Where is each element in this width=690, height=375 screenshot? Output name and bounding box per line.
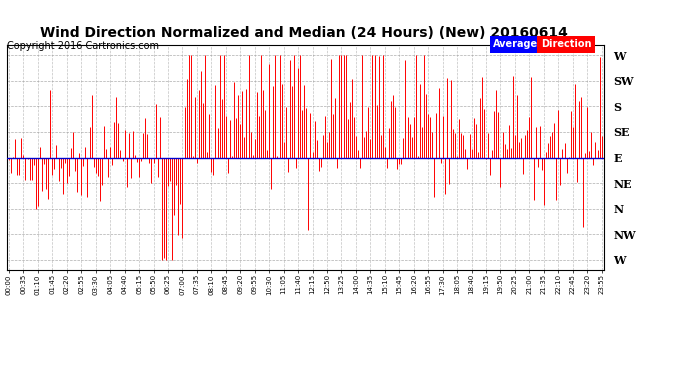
Text: Average: Average (493, 39, 538, 50)
Text: Copyright 2016 Cartronics.com: Copyright 2016 Cartronics.com (7, 41, 159, 51)
Text: Wind Direction Normalized and Median (24 Hours) (New) 20160614: Wind Direction Normalized and Median (24… (39, 26, 568, 40)
Text: Direction: Direction (541, 39, 591, 50)
